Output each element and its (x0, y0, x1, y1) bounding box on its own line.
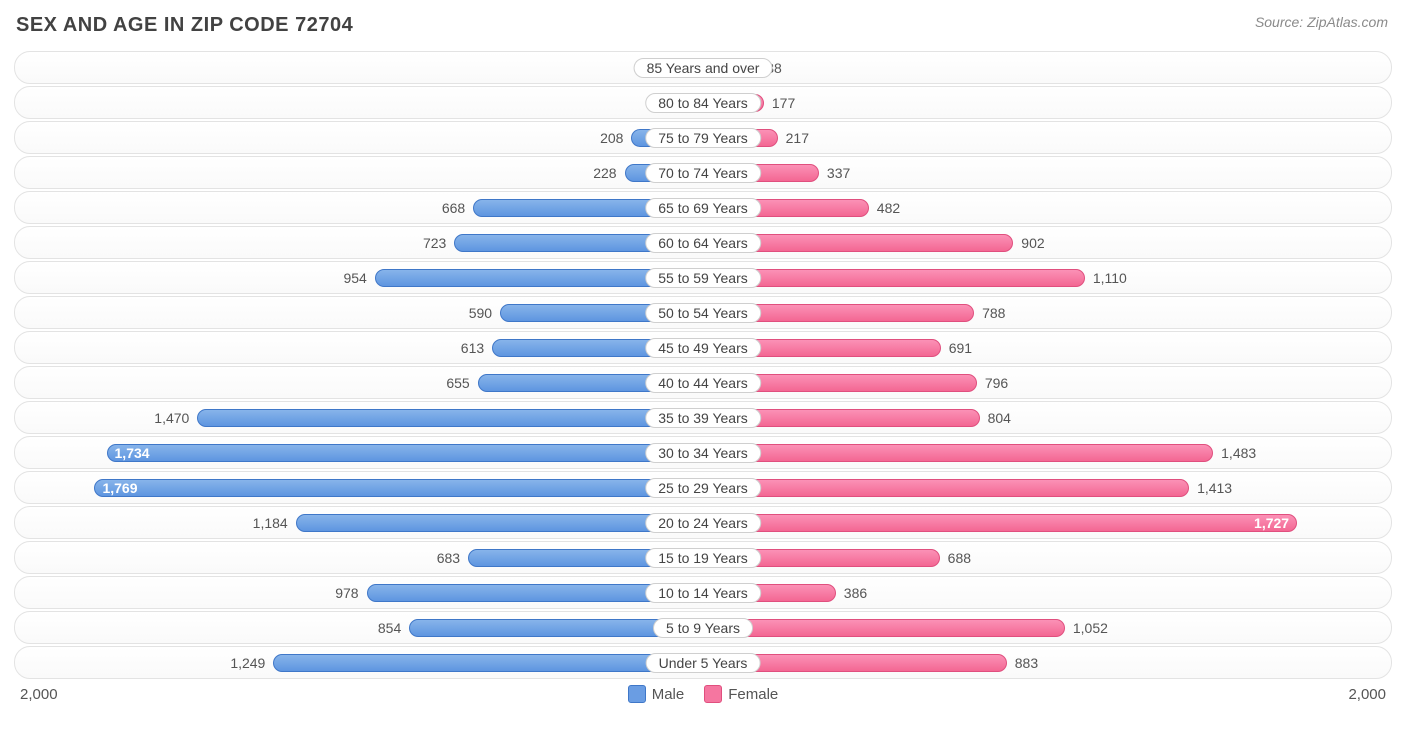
male-bar (273, 654, 703, 672)
male-value: 1,249 (230, 655, 265, 671)
female-value: 177 (772, 95, 795, 111)
pyramid-row: 1,249 883 Under 5 Years (14, 646, 1392, 679)
male-bar (296, 514, 703, 532)
legend-female-label: Female (728, 686, 778, 703)
female-bar (703, 479, 1189, 497)
chart-rows: 10313885 Years and over9517780 to 84 Yea… (14, 51, 1392, 679)
pyramid-row: 1,734 1,483 30 to 34 Years (14, 436, 1392, 469)
pyramid-row: 723 902 60 to 64 Years (14, 226, 1392, 259)
female-value: 1,052 (1073, 620, 1108, 636)
legend: Male Female (628, 685, 779, 703)
pyramid-row: 228 337 70 to 74 Years (14, 156, 1392, 189)
male-value: 954 (343, 270, 366, 286)
male-bar (197, 409, 703, 427)
male-value: 655 (446, 375, 469, 391)
female-value: 883 (1015, 655, 1038, 671)
male-swatch-icon (628, 685, 646, 703)
female-swatch-icon (704, 685, 722, 703)
female-value: 1,727 (1254, 515, 1289, 531)
age-label: 85 Years and over (634, 58, 773, 78)
axis-max-right: 2,000 (1348, 686, 1386, 703)
source-attribution: Source: ZipAtlas.com (1255, 14, 1388, 30)
female-value: 796 (985, 375, 1008, 391)
male-value: 978 (335, 585, 358, 601)
age-label: 15 to 19 Years (645, 548, 761, 568)
pyramid-row: 9517780 to 84 Years (14, 86, 1392, 119)
pyramid-row: 10313885 Years and over (14, 51, 1392, 84)
pyramid-row: 1,769 1,413 25 to 29 Years (14, 471, 1392, 504)
male-value: 208 (600, 130, 623, 146)
male-value: 683 (437, 550, 460, 566)
female-bar (703, 444, 1213, 462)
male-value: 723 (423, 235, 446, 251)
female-value: 1,413 (1197, 480, 1232, 496)
age-label: 35 to 39 Years (645, 408, 761, 428)
female-bar (703, 514, 1297, 532)
pyramid-row: 208 217 75 to 79 Years (14, 121, 1392, 154)
age-label: 30 to 34 Years (645, 443, 761, 463)
age-label: 40 to 44 Years (645, 373, 761, 393)
female-value: 1,110 (1093, 270, 1127, 286)
female-value: 482 (877, 200, 900, 216)
male-value: 1,769 (102, 480, 137, 496)
pyramid-row: 954 1,110 55 to 59 Years (14, 261, 1392, 294)
female-value: 804 (988, 410, 1011, 426)
pyramid-row: 978 386 10 to 14 Years (14, 576, 1392, 609)
age-label: 45 to 49 Years (645, 338, 761, 358)
pyramid-row: 1,470 804 35 to 39 Years (14, 401, 1392, 434)
legend-item-male: Male (628, 685, 685, 703)
male-value: 1,184 (253, 515, 288, 531)
male-value: 1,734 (115, 445, 150, 461)
male-value: 854 (378, 620, 401, 636)
population-pyramid-chart: SEX AND AGE IN ZIP CODE 72704 Source: Zi… (0, 0, 1406, 740)
age-label: 80 to 84 Years (645, 93, 761, 113)
male-value: 613 (461, 340, 484, 356)
female-value: 386 (844, 585, 867, 601)
female-value: 691 (949, 340, 972, 356)
age-label: 55 to 59 Years (645, 268, 761, 288)
male-value: 668 (442, 200, 465, 216)
age-label: 20 to 24 Years (645, 513, 761, 533)
female-value: 688 (948, 550, 971, 566)
chart-footer: 2,000 Male Female 2,000 (14, 685, 1392, 703)
pyramid-row: 590 788 50 to 54 Years (14, 296, 1392, 329)
age-label: 60 to 64 Years (645, 233, 761, 253)
female-value: 902 (1021, 235, 1044, 251)
pyramid-row: 1,184 1,727 20 to 24 Years (14, 506, 1392, 539)
age-label: 5 to 9 Years (653, 618, 753, 638)
legend-male-label: Male (652, 686, 685, 703)
male-value: 228 (593, 165, 616, 181)
age-label: 10 to 14 Years (645, 583, 761, 603)
chart-title: SEX AND AGE IN ZIP CODE 72704 (16, 14, 1392, 37)
female-value: 1,483 (1221, 445, 1256, 461)
age-label: 65 to 69 Years (645, 198, 761, 218)
pyramid-row: 668 482 65 to 69 Years (14, 191, 1392, 224)
pyramid-row: 854 1,052 5 to 9 Years (14, 611, 1392, 644)
age-label: 75 to 79 Years (645, 128, 761, 148)
axis-max-left: 2,000 (20, 686, 58, 703)
female-value: 217 (786, 130, 809, 146)
female-bar (703, 619, 1065, 637)
female-value: 788 (982, 305, 1005, 321)
male-value: 1,470 (154, 410, 189, 426)
age-label: 25 to 29 Years (645, 478, 761, 498)
female-value: 337 (827, 165, 850, 181)
male-bar (107, 444, 703, 462)
legend-item-female: Female (704, 685, 778, 703)
pyramid-row: 683 688 15 to 19 Years (14, 541, 1392, 574)
male-bar (94, 479, 703, 497)
pyramid-row: 613 691 45 to 49 Years (14, 331, 1392, 364)
age-label: 70 to 74 Years (645, 163, 761, 183)
age-label: Under 5 Years (646, 653, 761, 673)
male-value: 590 (469, 305, 492, 321)
age-label: 50 to 54 Years (645, 303, 761, 323)
pyramid-row: 655 796 40 to 44 Years (14, 366, 1392, 399)
